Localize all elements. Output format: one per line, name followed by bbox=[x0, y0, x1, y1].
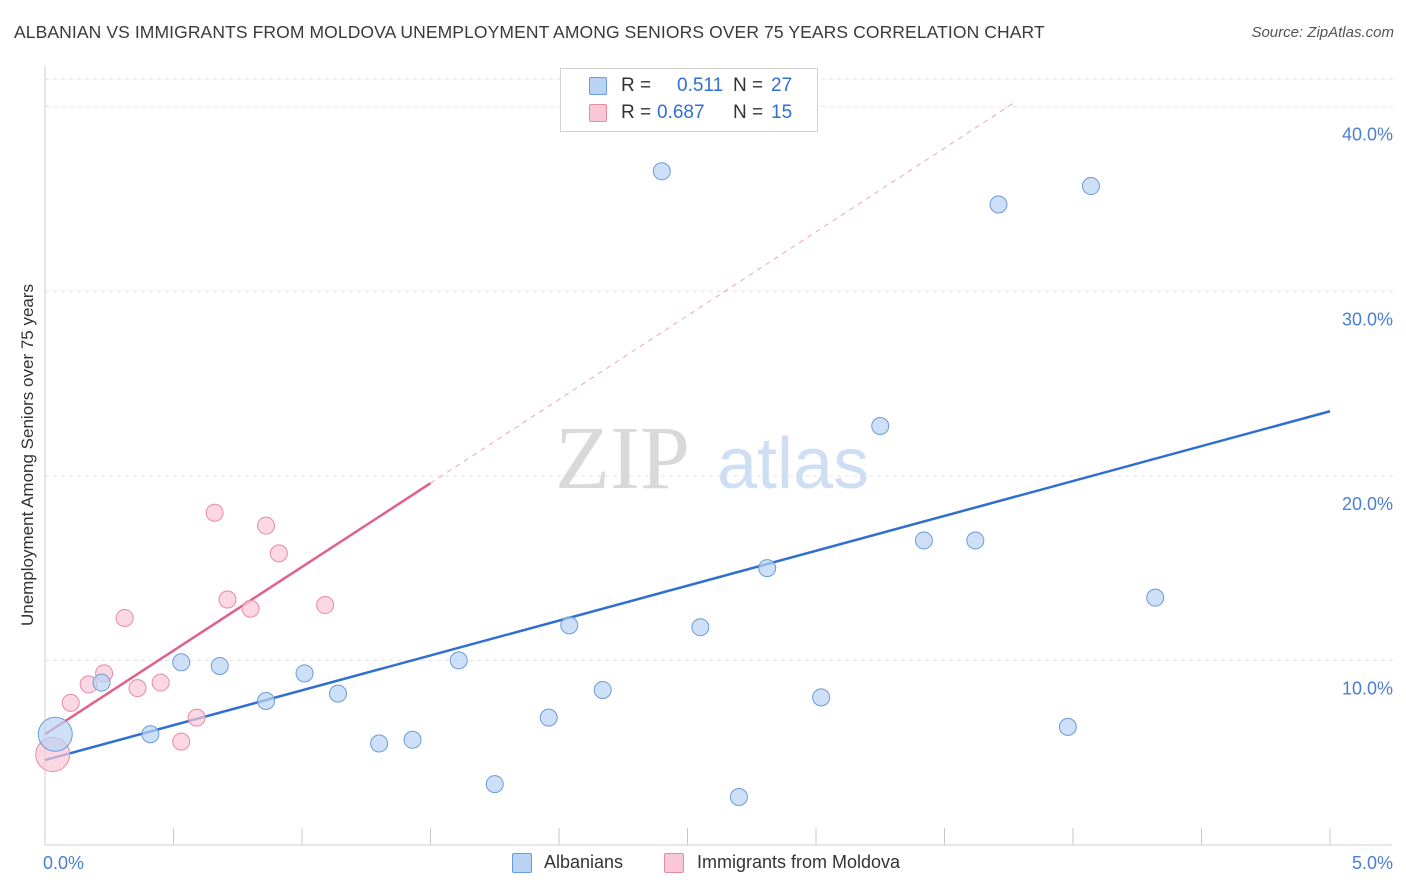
albanians-r-label: R = bbox=[621, 75, 652, 96]
albanians-point bbox=[295, 664, 314, 683]
albanians-point bbox=[539, 708, 558, 727]
albanians-point bbox=[449, 651, 468, 670]
moldova-point bbox=[316, 596, 335, 615]
albanians-swatch bbox=[589, 77, 607, 95]
albanians-point bbox=[966, 531, 985, 550]
albanians-point bbox=[560, 616, 579, 635]
tick-labels: 10.0% 20.0% 30.0% 40.0% 0.0% 5.0% bbox=[43, 125, 1393, 873]
albanians-point bbox=[172, 653, 191, 672]
albanians-point bbox=[37, 716, 73, 752]
moldova-point bbox=[257, 516, 276, 535]
albanians-point bbox=[210, 656, 229, 675]
moldova-legend-label: Immigrants from Moldova bbox=[697, 852, 901, 872]
moldova-point bbox=[115, 608, 134, 627]
correlation-legend: R = 0.511 N = 27 R = 0.687 N = 15 bbox=[560, 68, 818, 132]
albanians-point bbox=[1081, 177, 1100, 196]
moldova-point bbox=[241, 599, 260, 618]
albanians-point bbox=[593, 680, 612, 699]
albanians-point bbox=[257, 692, 276, 711]
albanians-point bbox=[914, 531, 933, 550]
albanians-point bbox=[485, 775, 504, 794]
gridlines bbox=[45, 78, 1395, 661]
moldova-r-value: 0.687 bbox=[657, 102, 705, 123]
albanians-point bbox=[652, 162, 671, 181]
x-tick-label: 0.0% bbox=[43, 853, 84, 873]
albanians-point bbox=[758, 559, 777, 578]
moldova-point bbox=[128, 679, 147, 698]
watermark: ZIP atlas bbox=[555, 409, 869, 508]
data-points bbox=[35, 162, 1165, 807]
albanians-legend-label: Albanians bbox=[544, 852, 624, 872]
axes bbox=[44, 66, 1392, 846]
y-tick-label: 40.0% bbox=[1342, 125, 1393, 145]
moldova-trend-extension bbox=[430, 100, 1017, 484]
albanians-point bbox=[989, 195, 1008, 214]
moldova-point bbox=[205, 503, 224, 522]
albanians-point bbox=[871, 417, 890, 436]
y-tick-label: 20.0% bbox=[1342, 494, 1393, 514]
moldova-point bbox=[61, 693, 80, 712]
x-tick-label: 5.0% bbox=[1352, 853, 1393, 873]
moldova-swatch bbox=[589, 104, 607, 122]
moldova-n-label: N = bbox=[733, 102, 764, 123]
albanians-r-value: 0.511 bbox=[677, 75, 724, 96]
moldova-point bbox=[172, 732, 191, 751]
albanians-point bbox=[370, 734, 389, 753]
moldova-legend-swatch bbox=[664, 853, 684, 873]
moldova-trend-line bbox=[44, 482, 432, 736]
albanians-legend-swatch bbox=[512, 853, 532, 873]
y-tick-label: 10.0% bbox=[1342, 678, 1393, 698]
albanians-point bbox=[812, 688, 831, 707]
albanians-point bbox=[691, 618, 710, 637]
moldova-r-label: R = bbox=[621, 102, 652, 123]
albanians-point bbox=[729, 788, 748, 807]
moldova-point bbox=[187, 708, 206, 727]
albanians-point bbox=[1058, 717, 1077, 736]
albanians-point bbox=[92, 673, 111, 692]
albanians-n-value: 27 bbox=[771, 75, 793, 96]
moldova-n-value: 15 bbox=[771, 102, 793, 123]
y-tick-label: 30.0% bbox=[1342, 309, 1393, 329]
albanians-n-label: N = bbox=[733, 75, 764, 96]
albanians-point bbox=[1146, 588, 1165, 607]
albanians-point bbox=[328, 684, 347, 703]
watermark-atlas: atlas bbox=[717, 424, 869, 504]
albanians-point bbox=[403, 730, 422, 749]
moldova-point bbox=[218, 590, 237, 609]
moldova-point bbox=[269, 544, 288, 563]
moldova-point bbox=[151, 673, 170, 692]
albanians-point bbox=[141, 725, 160, 744]
chart-title: ALBANIAN VS IMMIGRANTS FROM MOLDOVA UNEM… bbox=[14, 22, 1045, 42]
source-label: Source: ZipAtlas.com bbox=[1251, 24, 1394, 41]
watermark-zip: ZIP bbox=[555, 409, 690, 508]
